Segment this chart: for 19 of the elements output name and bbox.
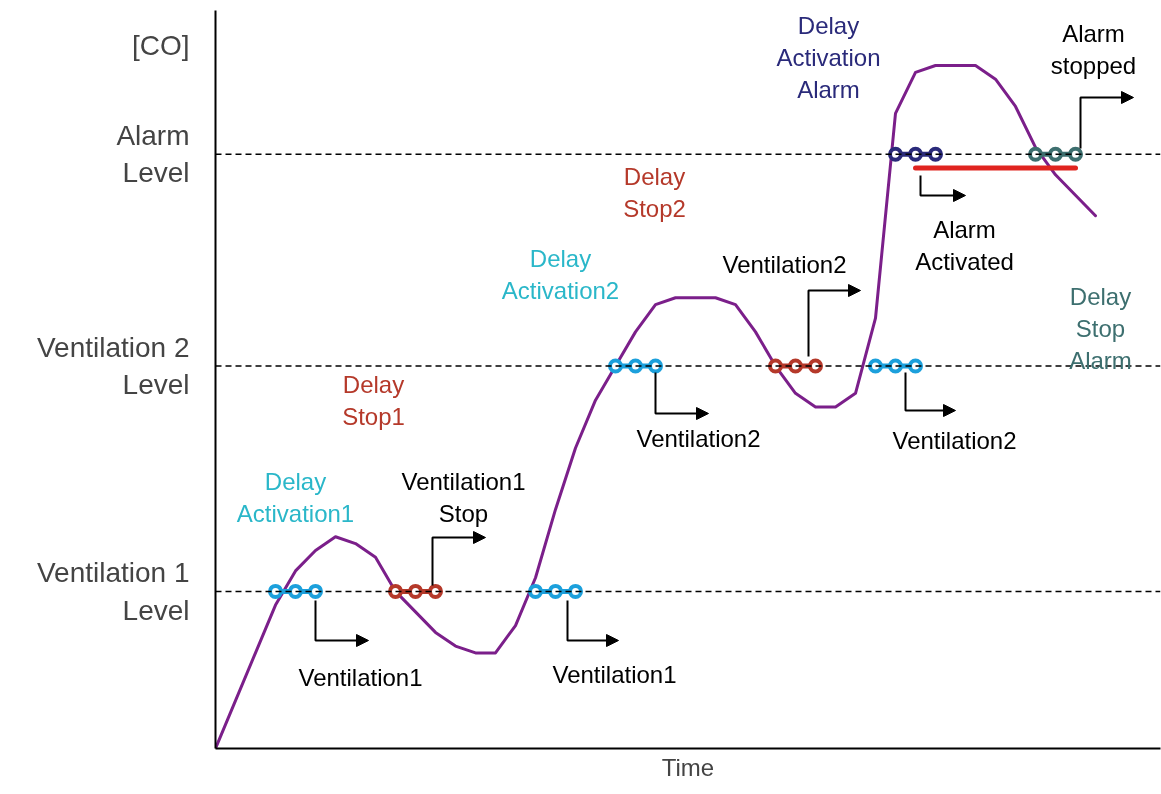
annotation: Delay Activation Alarm — [776, 11, 881, 104]
annotation: Alarm stopped — [1050, 19, 1137, 80]
annotation: Ventilation1 Stop — [401, 467, 526, 528]
annotation: Delay Stop Alarm — [1069, 282, 1132, 375]
annotation: Ventilation1 — [298, 664, 423, 691]
x-axis-title: Time — [661, 753, 715, 781]
annotation: Ventilation2 — [722, 251, 847, 278]
annotation: Delay Activation1 — [236, 467, 355, 528]
annotation: Delay Stop1 — [342, 370, 405, 431]
annotation: Alarm Activated — [915, 215, 1014, 276]
annotation: Ventilation2 — [636, 425, 761, 452]
ref-line-label: Ventilation 2 Level — [36, 331, 190, 401]
ref-line-label: Alarm Level — [116, 120, 190, 189]
y-axis-title: [CO] — [131, 30, 190, 61]
ref-line-label: Ventilation 1 Level — [36, 557, 190, 626]
annotation: Ventilation2 — [892, 427, 1017, 454]
annotation: Delay Stop2 — [623, 162, 686, 223]
annotation: Ventilation1 — [552, 661, 677, 688]
annotation: Delay Activation2 — [501, 244, 620, 305]
